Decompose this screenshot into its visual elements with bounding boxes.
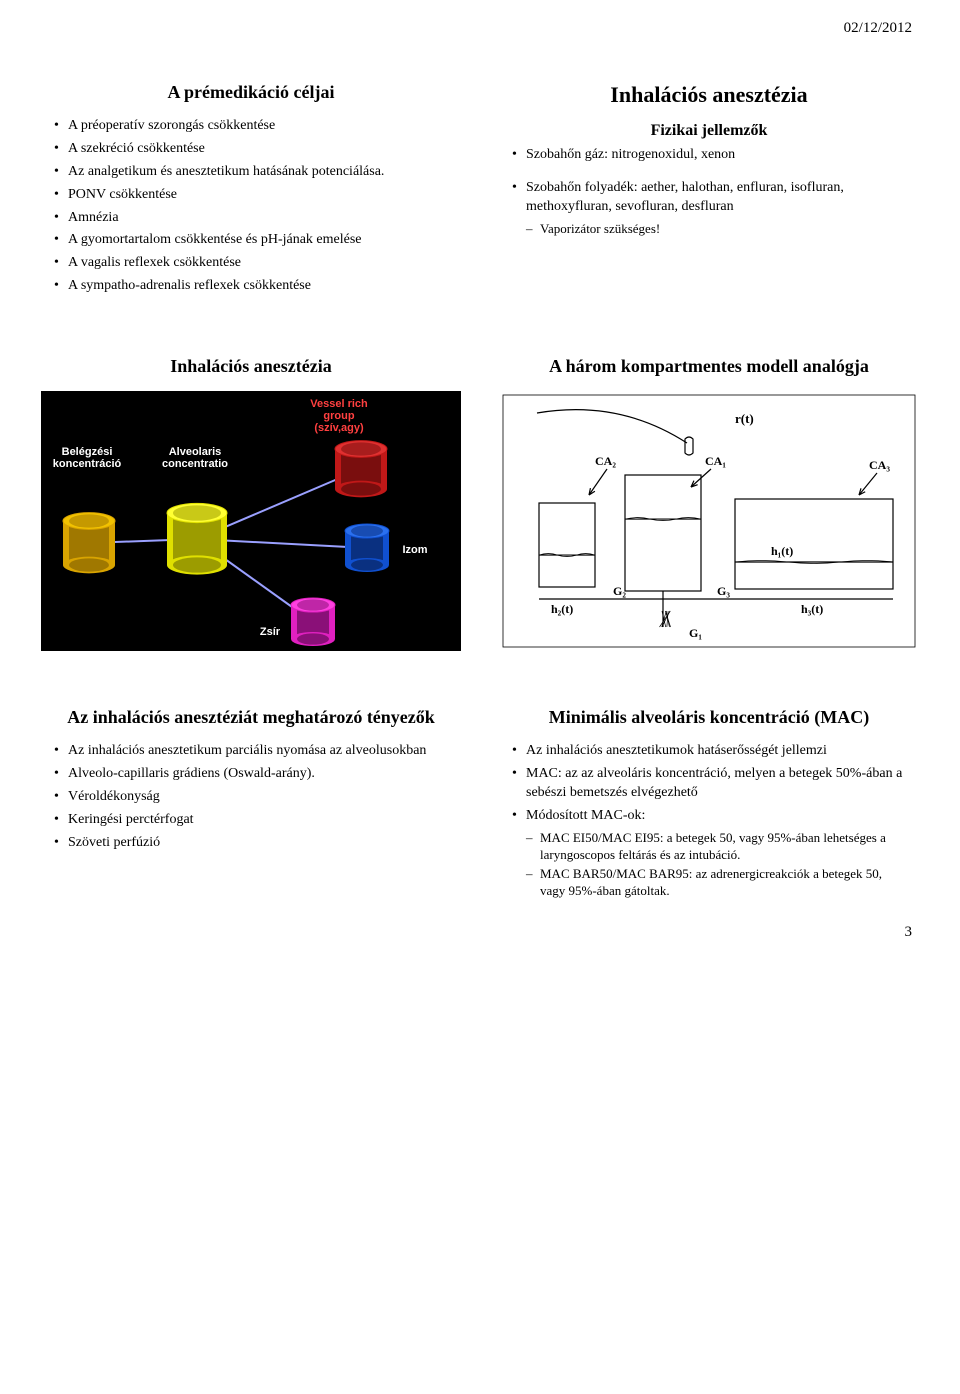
list-item: Alveolo-capillaris grádiens (Oswald-arán… bbox=[54, 765, 448, 784]
panel6-title: Minimális alveoláris koncentráció (MAC) bbox=[512, 707, 906, 728]
panel2-title: Inhalációs anesztézia bbox=[512, 82, 906, 108]
list-item: PONV csökkentése bbox=[54, 186, 448, 205]
panel4-title: A három kompartmentes modell analógja bbox=[494, 356, 924, 377]
svg-text:CA₁: CA₁ bbox=[705, 454, 726, 468]
svg-text:h₁(t): h₁(t) bbox=[771, 544, 793, 558]
panel-inhalation-physics: Inhalációs anesztézia Fizikai jellemzők … bbox=[494, 68, 924, 314]
diagram-svg: r(t) CA₂ CA₁ CA₃ G₂ G₃ G₁ h₂(t) h₁(t) h₃(t) bbox=[499, 391, 919, 651]
panel5-title: Az inhalációs anesztéziát meghatározó té… bbox=[54, 707, 448, 728]
list-item: Szobahőn gáz: nitrogenoxidul, xenon bbox=[512, 146, 906, 165]
panel2-subtitle: Fizikai jellemzők bbox=[512, 122, 906, 140]
svg-text:G₂: G₂ bbox=[613, 584, 626, 598]
list-item: A gyomortartalom csökkentése és pH-jának… bbox=[54, 231, 448, 250]
page: 02/12/2012 3 A prémedikáció céljai A pré… bbox=[0, 0, 960, 953]
list-item: Amnézia bbox=[54, 209, 448, 228]
panel-inhalation-diagram: Inhalációs anesztézia Belégzési koncentr… bbox=[36, 342, 466, 665]
panel4-diagram: r(t) CA₂ CA₁ CA₃ G₂ G₃ G₁ h₂(t) h₁(t) h₃(t) bbox=[494, 391, 924, 651]
panel-mac: Minimális alveoláris koncentráció (MAC) … bbox=[494, 693, 924, 917]
list-item: Szöveti perfúzió bbox=[54, 834, 448, 853]
list-item: A sympatho-adrenalis reflexek csökkentés… bbox=[54, 277, 448, 296]
list-item: MAC BAR50/MAC BAR95: az adrenergicreakci… bbox=[526, 866, 906, 900]
panel3-title: Inhalációs anesztézia bbox=[36, 356, 466, 377]
list-item: Keringési perctérfogat bbox=[54, 811, 448, 830]
page-number: 3 bbox=[905, 924, 913, 941]
list-item: Véroldékonyság bbox=[54, 788, 448, 807]
diagram-label-inhalation: Belégzési koncentráció bbox=[42, 443, 132, 473]
diagram-label-fat: Zsír bbox=[250, 623, 290, 641]
svg-text:G₃: G₃ bbox=[717, 584, 730, 598]
panel-factors: Az inhalációs anesztéziát meghatározó té… bbox=[36, 693, 466, 917]
row-1: A prémedikáció céljai A préoperatív szor… bbox=[36, 68, 924, 314]
panel-premedication: A prémedikáció céljai A préoperatív szor… bbox=[36, 68, 466, 314]
svg-text:h₂(t): h₂(t) bbox=[551, 602, 573, 616]
diagram-svg bbox=[41, 391, 461, 651]
panel6-sub: MAC EI50/MAC EI95: a betegek 50, vagy 95… bbox=[512, 830, 906, 901]
list-item: A vagalis reflexek csökkentése bbox=[54, 254, 448, 273]
panel2-sub: Vaporizátor szükséges! bbox=[512, 221, 906, 238]
row-3: Az inhalációs anesztéziát meghatározó té… bbox=[36, 693, 924, 917]
list-item: MAC EI50/MAC EI95: a betegek 50, vagy 95… bbox=[526, 830, 906, 864]
list-item: Az inhalációs anesztetikum parciális nyo… bbox=[54, 742, 448, 761]
diagram-label-vrg: Vessel rich group (szív,agy) bbox=[292, 395, 386, 437]
panel1-title: A prémedikáció céljai bbox=[54, 82, 448, 103]
list-item: A préoperatív szorongás csökkentése bbox=[54, 117, 448, 136]
list-item: Szobahőn folyadék: aether, halothan, enf… bbox=[512, 179, 906, 217]
panel3-diagram: Belégzési koncentráció Alveolaris concen… bbox=[36, 391, 466, 651]
panel-three-compartment: A három kompartmentes modell analógja r(… bbox=[494, 342, 924, 665]
svg-text:CA₃: CA₃ bbox=[869, 458, 890, 472]
row-2: Inhalációs anesztézia Belégzési koncentr… bbox=[36, 342, 924, 665]
panel6-list: Az inhalációs anesztetikumok hatáserőssé… bbox=[512, 742, 906, 826]
list-item: Az analgetikum és anesztetikum hatásának… bbox=[54, 163, 448, 182]
panel2-list: Szobahőn gáz: nitrogenoxidul, xenon bbox=[512, 146, 906, 165]
list-item: MAC: az az alveoláris koncentráció, mely… bbox=[512, 765, 906, 803]
page-date: 02/12/2012 bbox=[844, 20, 912, 37]
list-item: Módosított MAC-ok: bbox=[512, 807, 906, 826]
list-item: Az inhalációs anesztetikumok hatáserőssé… bbox=[512, 742, 906, 761]
svg-text:CA₂: CA₂ bbox=[595, 454, 616, 468]
panel5-list: Az inhalációs anesztetikum parciális nyo… bbox=[54, 742, 448, 852]
svg-text:r(t): r(t) bbox=[735, 411, 754, 426]
panel2-list-2: Szobahőn folyadék: aether, halothan, enf… bbox=[512, 179, 906, 217]
list-item: Vaporizátor szükséges! bbox=[526, 221, 906, 238]
panel1-list: A préoperatív szorongás csökkentése A sz… bbox=[54, 117, 448, 296]
svg-text:G₁: G₁ bbox=[689, 626, 702, 640]
list-item: A szekréció csökkentése bbox=[54, 140, 448, 159]
diagram-label-alveolar: Alveolaris concentratio bbox=[154, 443, 236, 473]
diagram-label-muscle: Izom bbox=[392, 541, 438, 559]
svg-text:h₃(t): h₃(t) bbox=[801, 602, 823, 616]
